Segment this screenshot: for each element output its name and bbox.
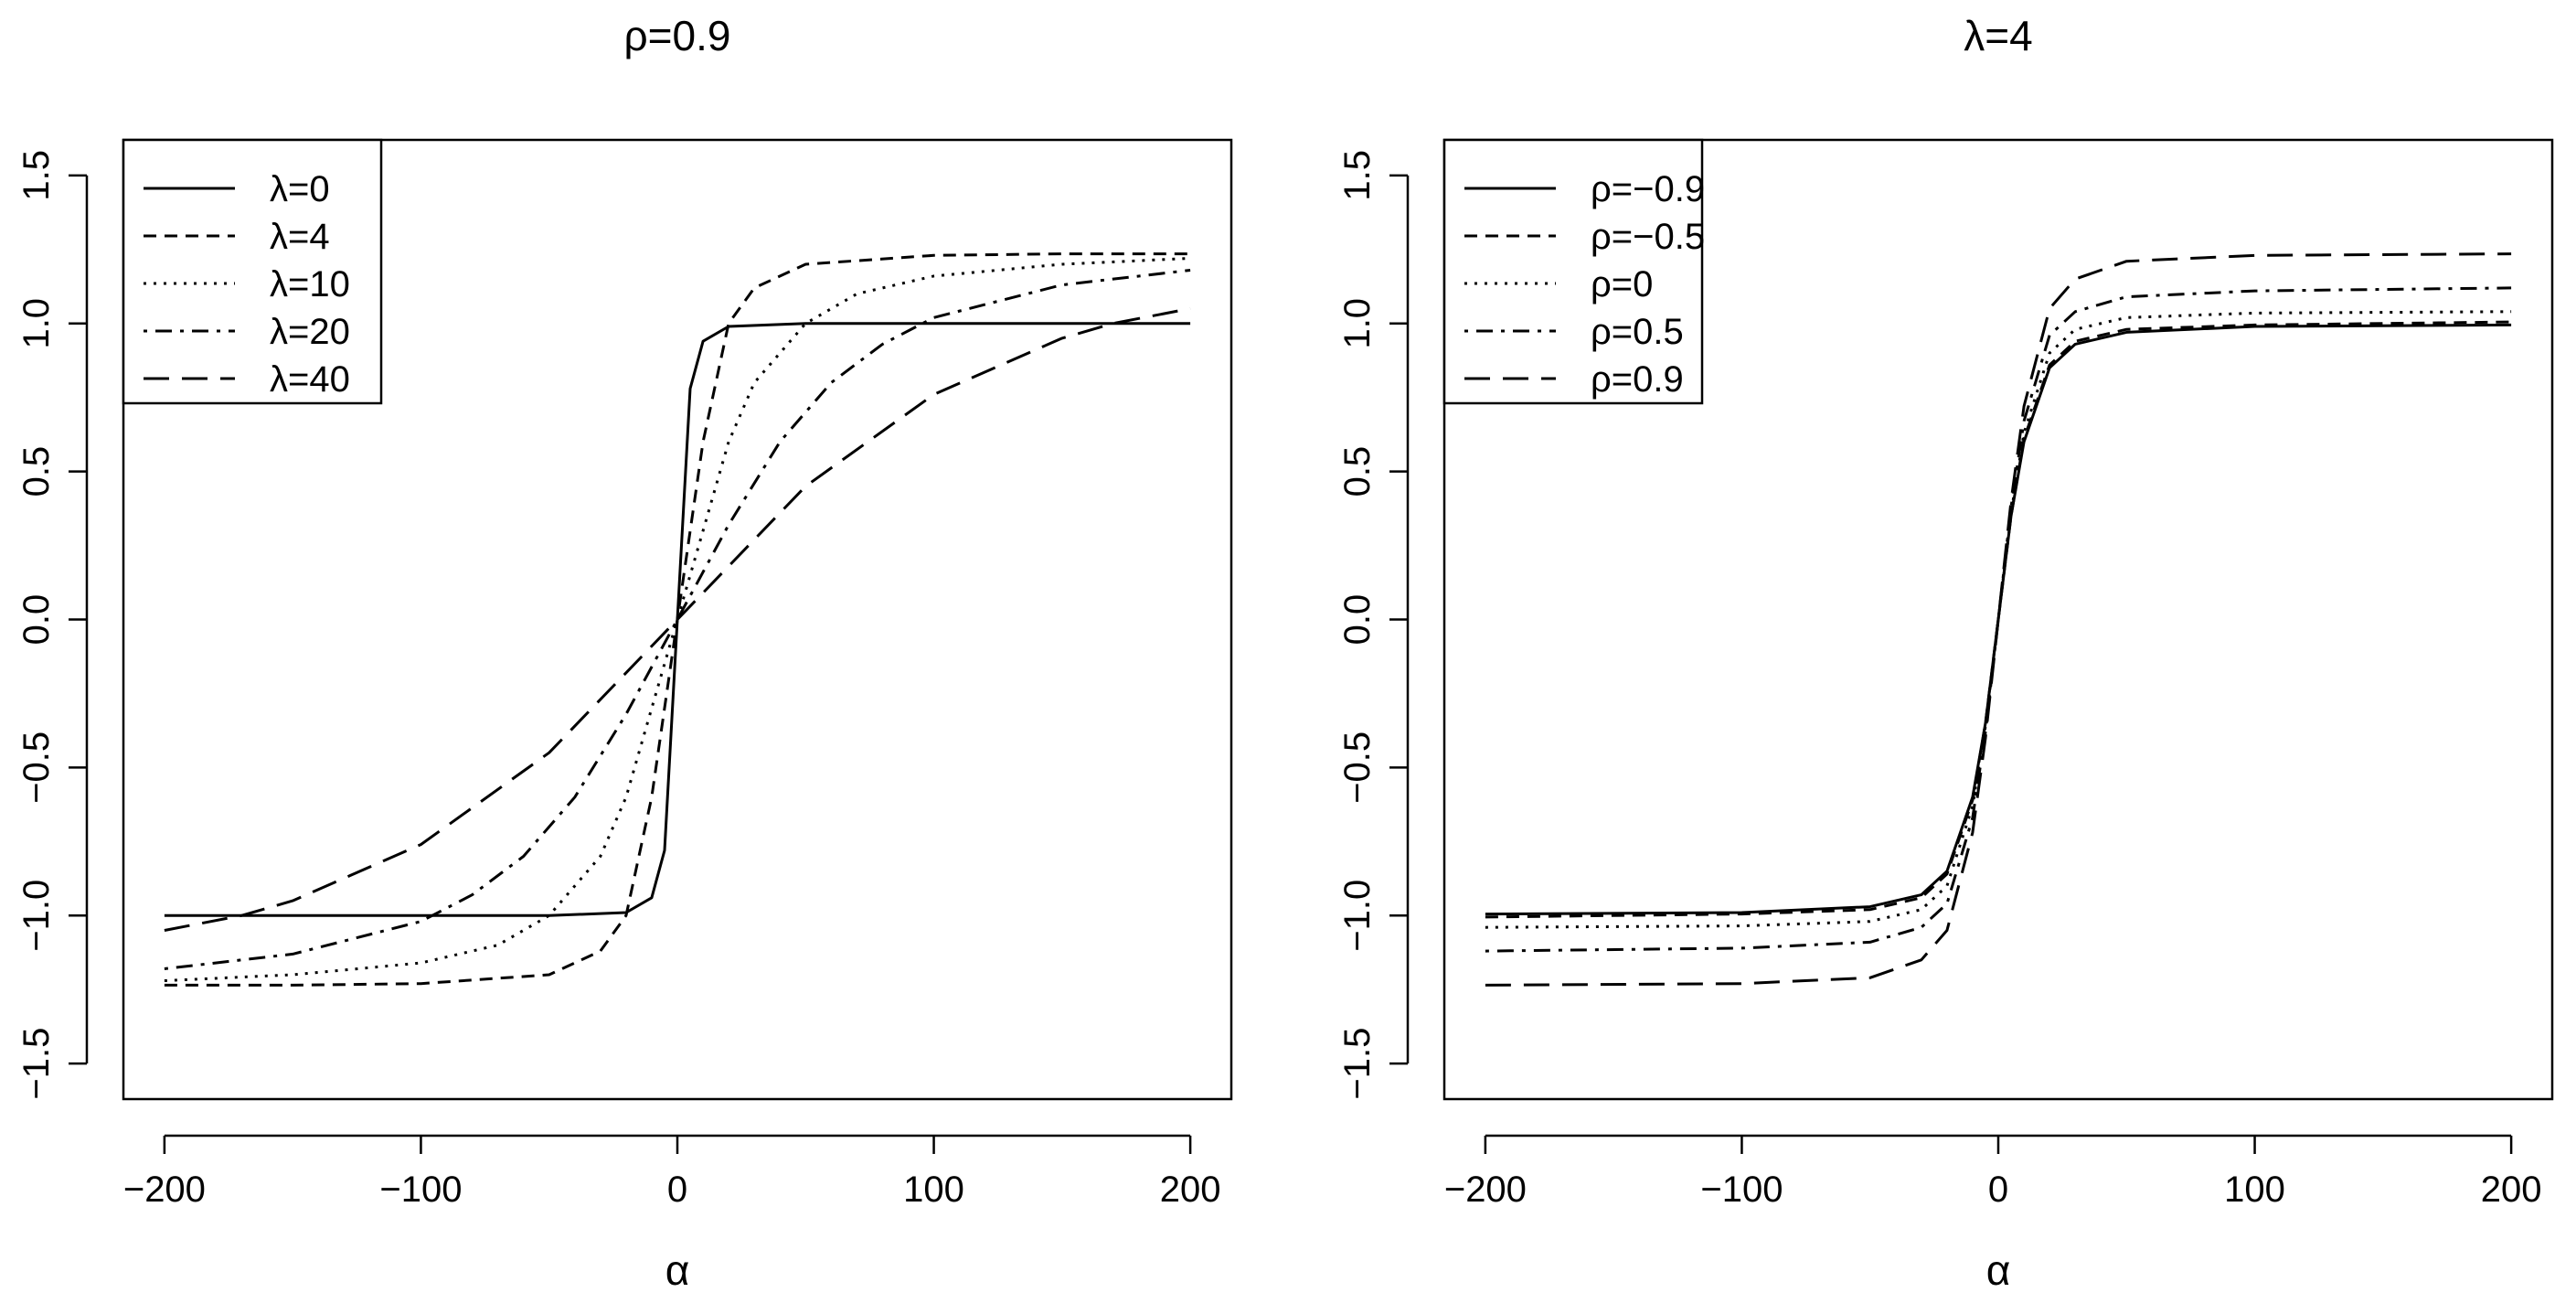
series-line-4 xyxy=(164,269,1191,970)
legend-label: λ=4 xyxy=(270,217,330,257)
chart-panel-left: ρ=0.9 −200 −100 0 100 200 α −1.5 −1.0 −0.5 0.0 0.5 1… xyxy=(16,12,1233,1294)
x-tick-label: 100 xyxy=(2224,1169,2285,1210)
y-tick-label: 1.5 xyxy=(16,150,57,201)
x-tick-label: 0 xyxy=(667,1169,687,1210)
series-line-3 xyxy=(1485,310,2512,929)
chart-panel-right: λ=4 −200 −100 0 100 200 α −1.5 −1.0 −0.5 0.0 0.5 1.0… xyxy=(1337,12,2554,1294)
y-tick-label: −0.5 xyxy=(1337,732,1378,804)
y-tick-label: 1.0 xyxy=(1337,298,1378,349)
y-tick-label: −1.5 xyxy=(1337,1028,1378,1100)
x-tick-label: −200 xyxy=(123,1169,206,1210)
y-tick-label: 0.0 xyxy=(1337,594,1378,646)
y-tick-label: 1.0 xyxy=(16,298,57,349)
series-line-5 xyxy=(164,307,1191,932)
y-tick-label: −1.5 xyxy=(16,1028,57,1100)
legend-label: λ=0 xyxy=(270,169,330,209)
series-line-2 xyxy=(1485,320,2512,919)
legend-label: λ=20 xyxy=(270,312,350,352)
series-line-5 xyxy=(1485,252,2512,987)
x-tick-label: −200 xyxy=(1444,1169,1527,1210)
legend-label: ρ=−0.5 xyxy=(1591,217,1705,257)
y-tick-label: 0.5 xyxy=(1337,446,1378,497)
legend-label: λ=40 xyxy=(270,359,350,400)
x-tick-label: 100 xyxy=(903,1169,964,1210)
chart-title: λ=4 xyxy=(1964,12,2032,59)
y-tick-label: 0.5 xyxy=(16,446,57,497)
legend-label: ρ=−0.9 xyxy=(1591,169,1705,209)
plot-frame xyxy=(1442,138,2554,1101)
legend-label: ρ=0.5 xyxy=(1591,312,1684,352)
x-tick-label: 0 xyxy=(1988,1169,2008,1210)
legend-box xyxy=(1442,138,1704,405)
legend-box xyxy=(122,138,383,405)
chart-title: ρ=0.9 xyxy=(624,12,731,59)
plot-frame xyxy=(122,138,1233,1101)
x-axis-label: α xyxy=(1986,1246,2011,1294)
x-tick-label: −100 xyxy=(1700,1169,1783,1210)
legend-label: λ=10 xyxy=(270,264,350,304)
legend-label: ρ=0 xyxy=(1591,264,1653,304)
legend-label: ρ=0.9 xyxy=(1591,359,1684,400)
x-tick-label: 200 xyxy=(1160,1169,1221,1210)
y-tick-label: −1.0 xyxy=(1337,880,1378,952)
y-tick-label: −0.5 xyxy=(16,732,57,804)
y-tick-label: −1.0 xyxy=(16,880,57,952)
x-tick-label: −100 xyxy=(379,1169,462,1210)
x-tick-label: 200 xyxy=(2481,1169,2542,1210)
series-line-4 xyxy=(1485,286,2512,953)
y-tick-label: 1.5 xyxy=(1337,150,1378,201)
y-tick-label: 0.0 xyxy=(16,594,57,646)
x-axis-label: α xyxy=(665,1246,690,1294)
